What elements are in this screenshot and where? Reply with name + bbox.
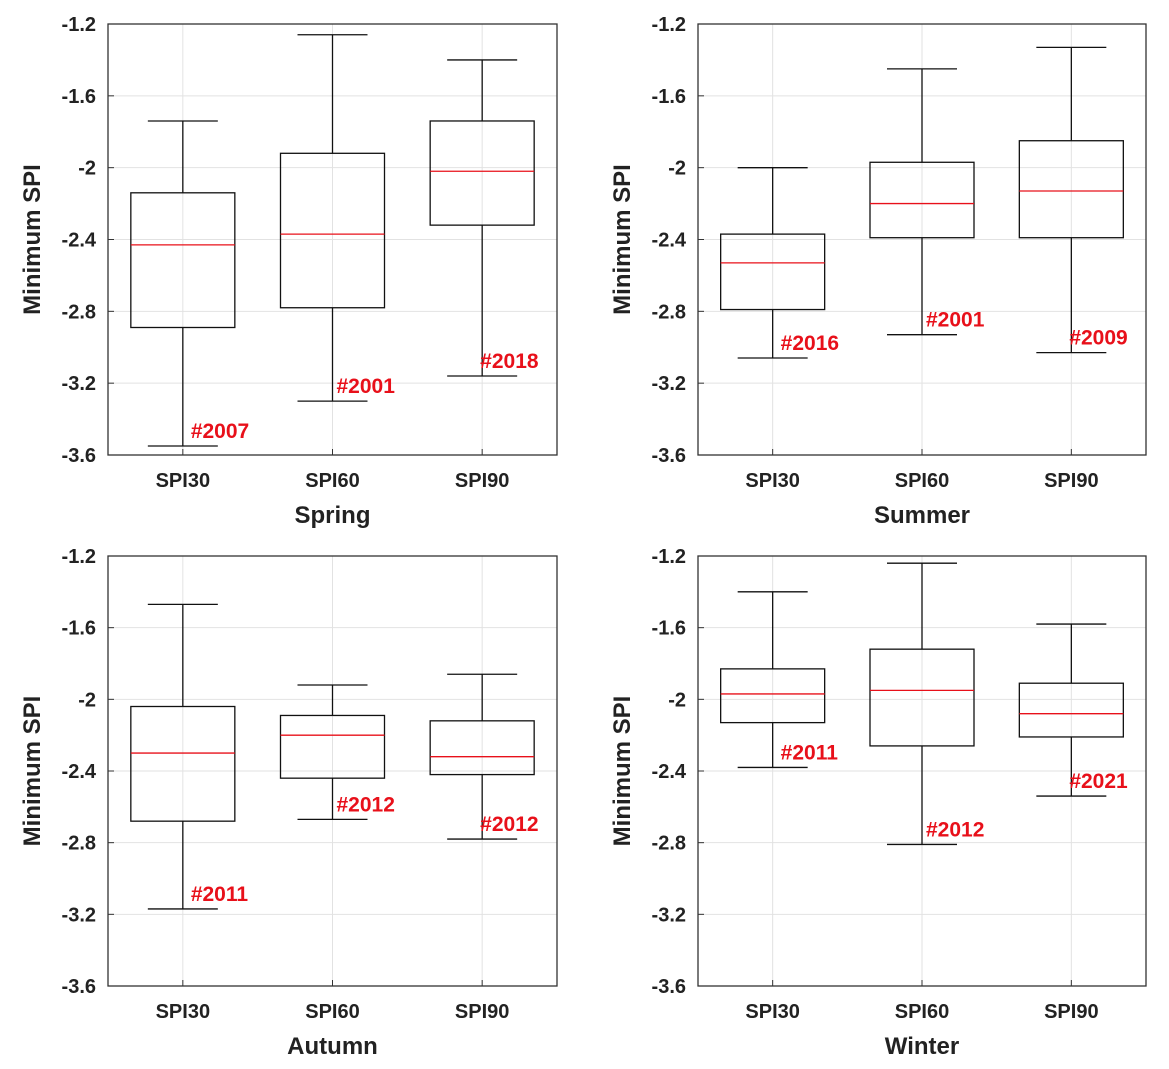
y-tick-label: -2 bbox=[78, 689, 96, 711]
plot-frame bbox=[107, 555, 558, 987]
y-tick-label: -1.6 bbox=[62, 618, 96, 640]
y-tick-label: -2.4 bbox=[62, 230, 97, 252]
panel-spring: -1.2 -1.6 -2 -2.4 -2.8 -3.2 -3.6 SPI30 SPI60 SPI9… bbox=[19, 14, 558, 529]
interquartile-box bbox=[1018, 682, 1124, 738]
panel-winter: -1.2 -1.6 -2 -2.4 -2.8 -3.2 -3.6 SPI30 SPI60 SPI9… bbox=[609, 546, 1147, 1060]
box-spi30: #2011 bbox=[130, 603, 249, 910]
y-axis-title: Minimum SPI bbox=[609, 696, 636, 847]
min-year-annotation: #2001 bbox=[926, 309, 985, 332]
min-year-annotation: #2012 bbox=[480, 813, 538, 836]
y-tick-label: -2.4 bbox=[652, 761, 687, 783]
y-tick-label: -2 bbox=[668, 689, 686, 711]
min-year-annotation: #2009 bbox=[1069, 327, 1127, 350]
x-tick-label: SPI60 bbox=[305, 1001, 359, 1023]
x-axis-title: Summer bbox=[874, 502, 970, 529]
y-tick-label: -3.2 bbox=[652, 373, 686, 395]
interquartile-box bbox=[429, 720, 535, 776]
x-tick-label: SPI30 bbox=[745, 1001, 799, 1023]
min-year-annotation: #2012 bbox=[337, 793, 395, 816]
x-axis-title: Winter bbox=[885, 1033, 959, 1060]
y-tick-label: -1.2 bbox=[62, 14, 96, 36]
y-tick-label: -1.2 bbox=[652, 14, 686, 36]
min-year-annotation: #2021 bbox=[1069, 770, 1128, 793]
interquartile-box bbox=[720, 668, 826, 724]
interquartile-box bbox=[1018, 140, 1124, 239]
y-tick-label: -3.2 bbox=[62, 373, 96, 395]
x-tick-label: SPI30 bbox=[745, 470, 799, 492]
plot-frame bbox=[107, 23, 558, 456]
y-tick-label: -2 bbox=[78, 158, 96, 180]
box-spi30: #2016 bbox=[720, 167, 839, 359]
min-year-annotation: #2007 bbox=[191, 420, 249, 443]
box-spi30: #2007 bbox=[130, 120, 249, 447]
y-tick-label: -1.2 bbox=[652, 546, 686, 568]
y-tick-label: -2 bbox=[668, 158, 686, 180]
y-tick-label: -2.8 bbox=[652, 833, 686, 855]
x-tick-label: SPI90 bbox=[455, 1001, 509, 1023]
box-spi90: #2021 bbox=[1018, 623, 1128, 797]
min-year-annotation: #2016 bbox=[781, 332, 839, 355]
min-year-annotation: #2001 bbox=[337, 375, 396, 398]
box-spi90: #2018 bbox=[429, 59, 539, 377]
min-year-annotation: #2011 bbox=[191, 883, 249, 906]
y-tick-label: -3.6 bbox=[652, 976, 686, 998]
y-tick-label: -2.8 bbox=[62, 833, 96, 855]
x-axis-title: Spring bbox=[295, 502, 371, 529]
y-axis-title: Minimum SPI bbox=[609, 164, 636, 315]
interquartile-box bbox=[279, 152, 386, 309]
y-tick-label: -2.4 bbox=[652, 230, 687, 252]
x-tick-label: SPI60 bbox=[305, 470, 359, 492]
y-tick-label: -2.8 bbox=[652, 301, 686, 323]
min-year-annotation: #2018 bbox=[480, 350, 539, 373]
y-tick-label: -3.2 bbox=[652, 904, 686, 926]
y-tick-label: -2.8 bbox=[62, 301, 96, 323]
x-axis-title: Autumn bbox=[287, 1033, 378, 1060]
box-spi90: #2012 bbox=[429, 673, 539, 840]
box-spi60: #2001 bbox=[869, 68, 985, 336]
y-axis-title: Minimum SPI bbox=[19, 164, 46, 315]
interquartile-box bbox=[720, 233, 826, 311]
x-tick-label: SPI90 bbox=[1044, 1001, 1098, 1023]
plot-frame bbox=[697, 23, 1147, 456]
y-axis-title: Minimum SPI bbox=[19, 696, 46, 847]
y-tick-label: -1.6 bbox=[652, 86, 686, 108]
x-tick-label: SPI90 bbox=[1044, 470, 1098, 492]
box-spi60: #2001 bbox=[279, 34, 396, 402]
x-tick-label: SPI60 bbox=[895, 470, 949, 492]
interquartile-box bbox=[869, 161, 975, 239]
y-tick-label: -1.6 bbox=[62, 86, 96, 108]
y-tick-label: -3.2 bbox=[62, 904, 96, 926]
plot-frame bbox=[697, 555, 1147, 987]
panel-summer: -1.2 -1.6 -2 -2.4 -2.8 -3.2 -3.6 SPI30 SPI60 SPI9… bbox=[609, 14, 1147, 529]
interquartile-box bbox=[130, 705, 236, 822]
y-tick-label: -3.6 bbox=[652, 445, 686, 467]
box-spi30: #2011 bbox=[720, 591, 839, 769]
x-tick-label: SPI30 bbox=[156, 1001, 210, 1023]
x-tick-label: SPI90 bbox=[455, 470, 509, 492]
box-spi60: #2012 bbox=[869, 562, 984, 846]
x-tick-label: SPI60 bbox=[895, 1001, 949, 1023]
min-year-annotation: #2012 bbox=[926, 818, 984, 841]
min-year-annotation: #2011 bbox=[781, 741, 839, 764]
x-tick-label: SPI30 bbox=[156, 470, 210, 492]
y-tick-label: -1.6 bbox=[652, 618, 686, 640]
y-tick-label: -3.6 bbox=[62, 445, 96, 467]
y-tick-label: -3.6 bbox=[62, 976, 96, 998]
y-tick-label: -1.2 bbox=[62, 546, 96, 568]
y-tick-label: -2.4 bbox=[62, 761, 97, 783]
interquartile-box bbox=[279, 714, 386, 779]
box-spi90: #2009 bbox=[1018, 46, 1128, 354]
panel-autumn: -1.2 -1.6 -2 -2.4 -2.8 -3.2 -3.6 SPI30 SPI60 SPI9… bbox=[19, 546, 558, 1060]
box-spi60: #2012 bbox=[279, 684, 395, 821]
interquartile-box bbox=[869, 648, 975, 747]
interquartile-box bbox=[130, 192, 236, 329]
interquartile-box bbox=[429, 120, 535, 226]
